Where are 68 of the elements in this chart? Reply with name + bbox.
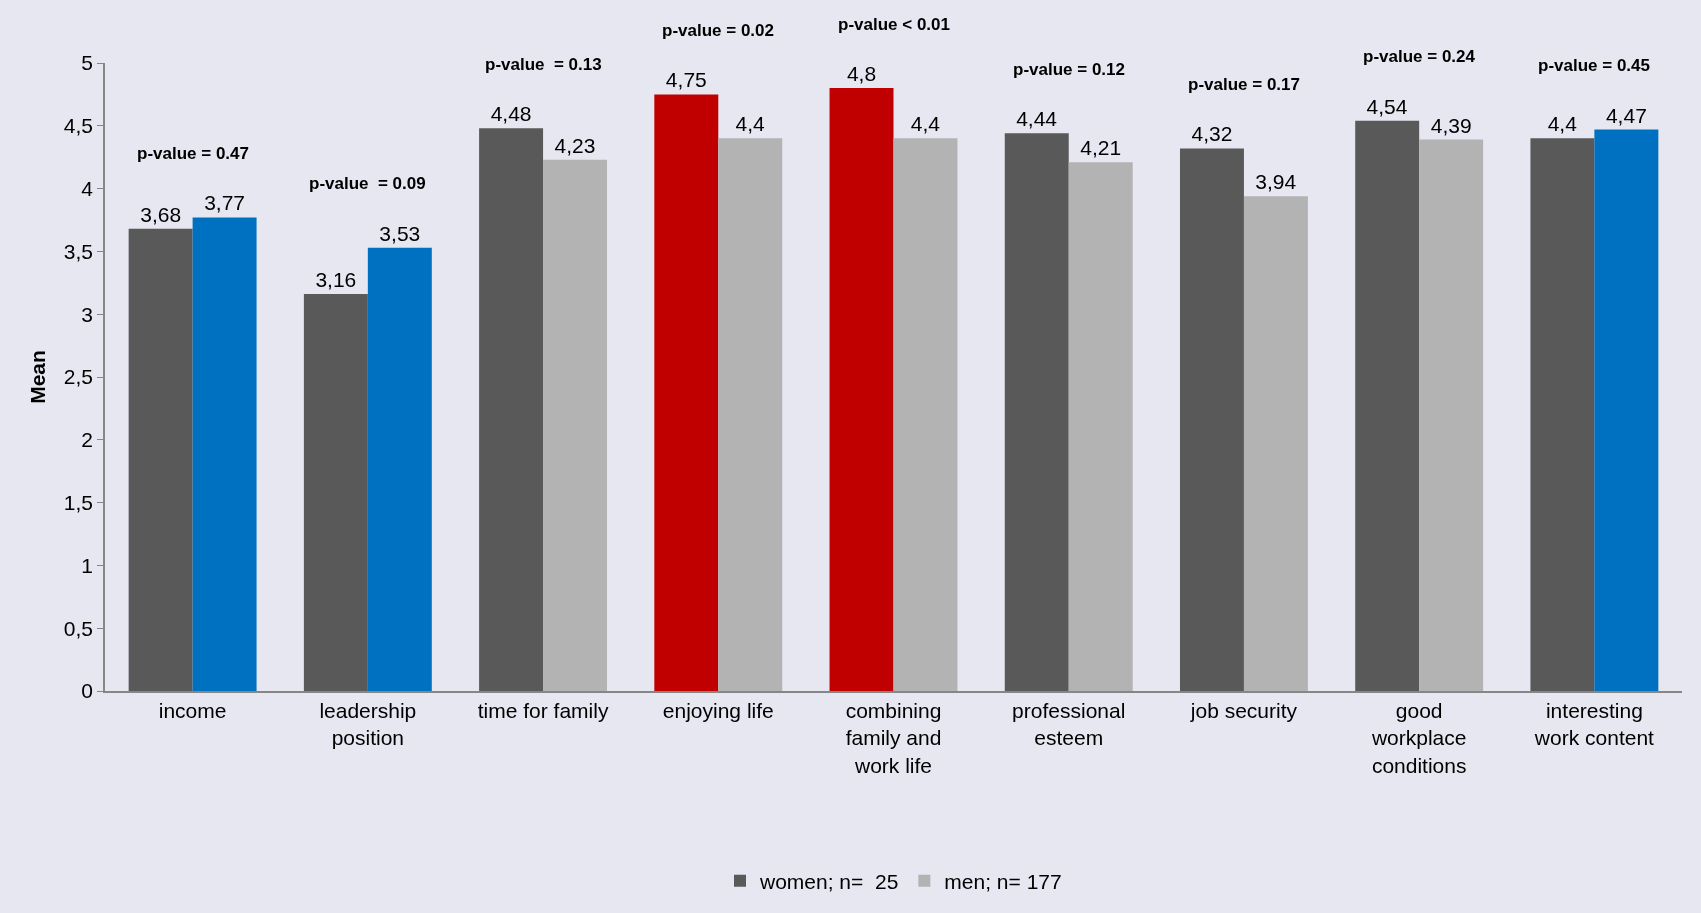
data-label: 4,8 [846,62,877,86]
y-tick-label: 5 [81,51,94,75]
data-label: 3,16 [315,268,357,292]
bar [829,88,894,691]
text: p-value = 0.02 [662,21,774,40]
annotation: p-value = 0.17 [1188,75,1300,94]
x-tick-label: income [158,698,227,722]
bar [1243,196,1308,691]
legend-label: men; n= 177 [944,869,1062,893]
x-tick-label: interesting work content [1533,698,1655,750]
y-tick-label: 3,5 [63,239,94,263]
bar [1530,138,1595,691]
y-tick-label: 2 [81,428,94,452]
x-tick-label: job security [1189,698,1298,722]
bar [1594,129,1659,691]
x-tick-label: good workplace conditions [1370,698,1467,777]
data-label: 4,23 [554,133,596,157]
bar [654,94,719,691]
bar [303,294,368,691]
bar [1004,133,1069,691]
legend-label: women; n= 25 [759,869,899,893]
data-label: 4,4 [735,112,766,136]
data-label: 4,47 [1605,103,1647,127]
annotation: p-value = 0.45 [1538,56,1650,75]
bar [128,228,193,691]
data-label: 4,39 [1430,113,1472,137]
annotation: p-value = 0.12 [1013,60,1125,79]
y-tick-label: 0,5 [63,616,94,640]
data-label: 4,48 [490,102,532,126]
data-label: 4,75 [665,68,707,92]
bar [543,159,608,691]
bar [1179,148,1244,691]
x-tick-label: leadership position [319,698,417,750]
data-label: 3,68 [140,202,182,226]
text: p-value < 0.01 [838,15,950,34]
y-tick-label: 1,5 [63,490,94,514]
data-label: 4,44 [1016,107,1058,131]
bar [718,138,783,691]
x-tick-label: enjoying life [662,698,774,722]
data-label: 3,53 [379,221,421,245]
bar [1068,162,1133,691]
annotation: p-value = 0.13 [485,55,602,74]
data-label: 3,77 [204,191,246,215]
y-axis-title: Mean [26,350,50,404]
annotation: p-value = 0.09 [309,174,426,193]
bar [479,128,544,691]
bar [893,138,958,691]
annotation: p-value = 0.47 [137,144,249,163]
data-label: 3,94 [1255,170,1297,194]
data-label: 4,4 [910,112,941,136]
y-tick-label: 4,5 [63,114,94,138]
bar [1355,120,1420,691]
x-tick-label: combining family and work life [845,698,942,777]
bar [1419,139,1484,691]
data-label: 4,54 [1366,94,1408,118]
x-tick-label: professional esteem [1012,698,1126,750]
y-tick-label: 2,5 [63,365,94,389]
y-tick-label: 4 [81,176,94,200]
y-tick-label: 1 [81,553,94,577]
data-label: 4,32 [1191,122,1233,146]
bar [192,217,257,691]
bar [367,247,432,691]
x-tick-label: time for family [477,698,609,722]
y-tick-label: 0 [81,679,94,703]
y-tick-label: 3 [81,302,94,326]
data-label: 4,4 [1547,112,1578,136]
annotation: p-value = 0.24 [1363,47,1476,66]
data-label: 4,21 [1080,136,1122,160]
